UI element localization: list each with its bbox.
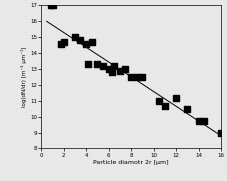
Point (185, 107, 188, 110)
Point (218, 131, 222, 134)
Point (112, 64, 116, 67)
Point (106, 68, 110, 70)
Point (118, 69, 121, 72)
Point (101, 64, 104, 67)
X-axis label: Particle diamotr 2r [μm]: Particle diamotr 2r [μm] (93, 160, 168, 165)
Point (95, 63, 99, 66)
Point (84, 42, 88, 45)
Point (59, 42, 63, 45)
Point (140, 75, 143, 78)
Point (89, 41, 93, 43)
Point (196, 120, 200, 123)
Point (49, 4, 53, 7)
Point (173, 96, 177, 99)
Point (202, 120, 205, 123)
Point (162, 104, 166, 107)
Point (157, 99, 160, 102)
Point (62, 41, 65, 43)
Point (51, 4, 55, 7)
Point (129, 75, 132, 78)
Point (78, 39, 82, 42)
Point (123, 68, 127, 70)
Point (86, 63, 90, 66)
Point (110, 71, 113, 74)
Point (73, 36, 76, 39)
Point (134, 75, 138, 78)
Y-axis label: log(dN/dr) [m⁻³ μm⁻¹]: log(dN/dr) [m⁻³ μm⁻¹] (21, 47, 27, 107)
